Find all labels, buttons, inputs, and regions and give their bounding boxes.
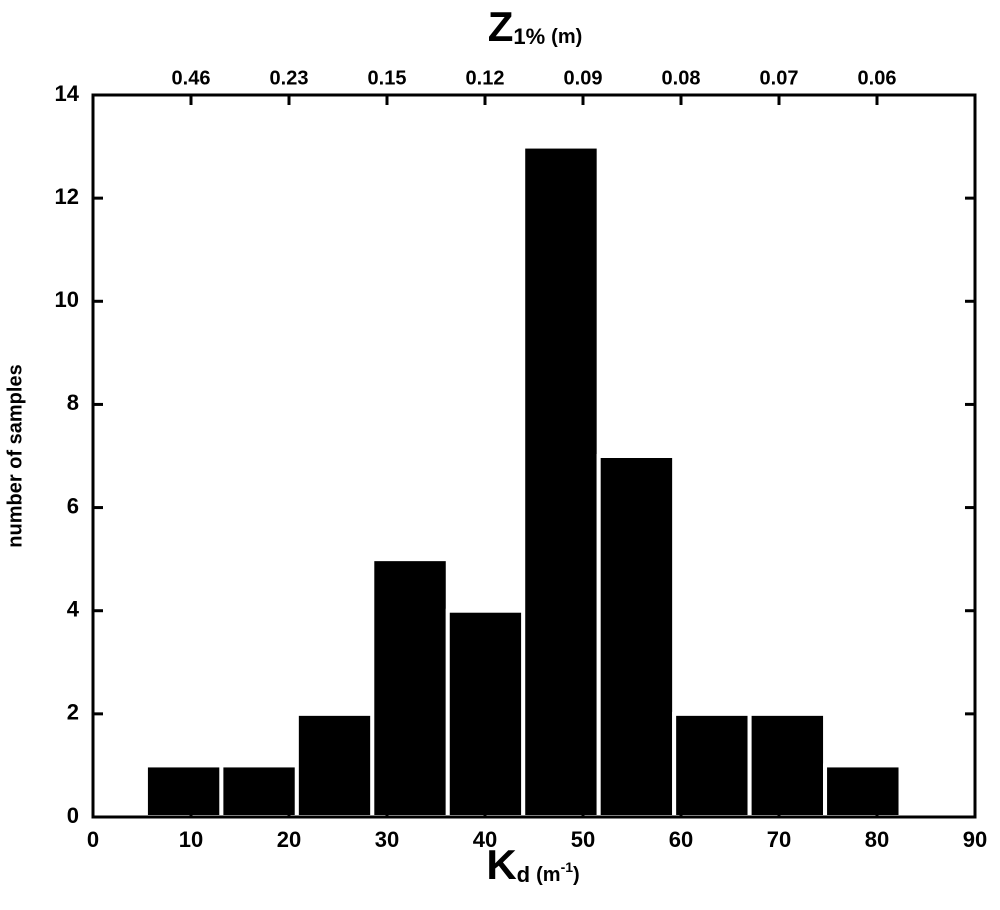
x2-tick-label: 0.09 bbox=[564, 67, 603, 89]
x2-tick-label: 0.46 bbox=[172, 67, 211, 89]
x-label-sup: -1 bbox=[561, 859, 574, 875]
x-tick-label: 0 bbox=[87, 827, 99, 852]
x2-tick-label: 0.06 bbox=[858, 67, 897, 89]
bar bbox=[294, 711, 375, 819]
bar bbox=[143, 763, 224, 820]
bar bbox=[219, 763, 299, 820]
bar bbox=[445, 608, 526, 820]
x2-axis-label: Z1% (m) bbox=[488, 3, 583, 50]
bar bbox=[823, 763, 903, 820]
x-label-sub: d bbox=[517, 862, 530, 887]
x-tick-label: 20 bbox=[277, 827, 301, 852]
y-tick-label: 6 bbox=[67, 493, 79, 518]
y-tick-label: 12 bbox=[55, 184, 79, 209]
x-tick-label: 80 bbox=[865, 827, 889, 852]
y-tick-label: 0 bbox=[67, 803, 79, 828]
x2-label-main: Z bbox=[488, 3, 514, 50]
x-label-main: K bbox=[486, 841, 516, 888]
x2-tick-label: 0.12 bbox=[466, 67, 505, 89]
y-axis-label: number of samples bbox=[4, 364, 26, 547]
bar bbox=[747, 711, 828, 819]
bar bbox=[596, 454, 677, 819]
x2-label-unit: (m) bbox=[551, 26, 582, 48]
bar bbox=[370, 557, 450, 820]
x2-label-sub: 1% bbox=[513, 24, 545, 49]
plot-frame bbox=[91, 93, 977, 819]
x2-tick-label: 0.08 bbox=[662, 67, 701, 89]
y-tick-label: 10 bbox=[55, 287, 79, 312]
x-tick-label: 60 bbox=[669, 827, 693, 852]
x-tick-label: 30 bbox=[375, 827, 399, 852]
x2-tick-label: 0.07 bbox=[760, 67, 799, 89]
x2-tick-label: 0.15 bbox=[368, 67, 407, 89]
x-tick-label: 70 bbox=[767, 827, 791, 852]
x-tick-label: 40 bbox=[473, 827, 497, 852]
x2-tick-label: 0.23 bbox=[270, 67, 309, 89]
y-tick-label: 14 bbox=[55, 81, 80, 106]
bar bbox=[521, 144, 601, 820]
x-axis-label: Kd (m-1) bbox=[486, 841, 579, 888]
y-tick-label: 2 bbox=[67, 700, 79, 725]
bar bbox=[672, 711, 752, 819]
x-tick-label: 90 bbox=[963, 827, 987, 852]
x-label-unit: (m bbox=[536, 864, 560, 886]
y-tick-label: 8 bbox=[67, 390, 79, 415]
x-tick-label: 50 bbox=[571, 827, 595, 852]
x-tick-label: 10 bbox=[179, 827, 203, 852]
x-label-close: ) bbox=[573, 864, 580, 886]
y-tick-label: 4 bbox=[67, 597, 80, 622]
